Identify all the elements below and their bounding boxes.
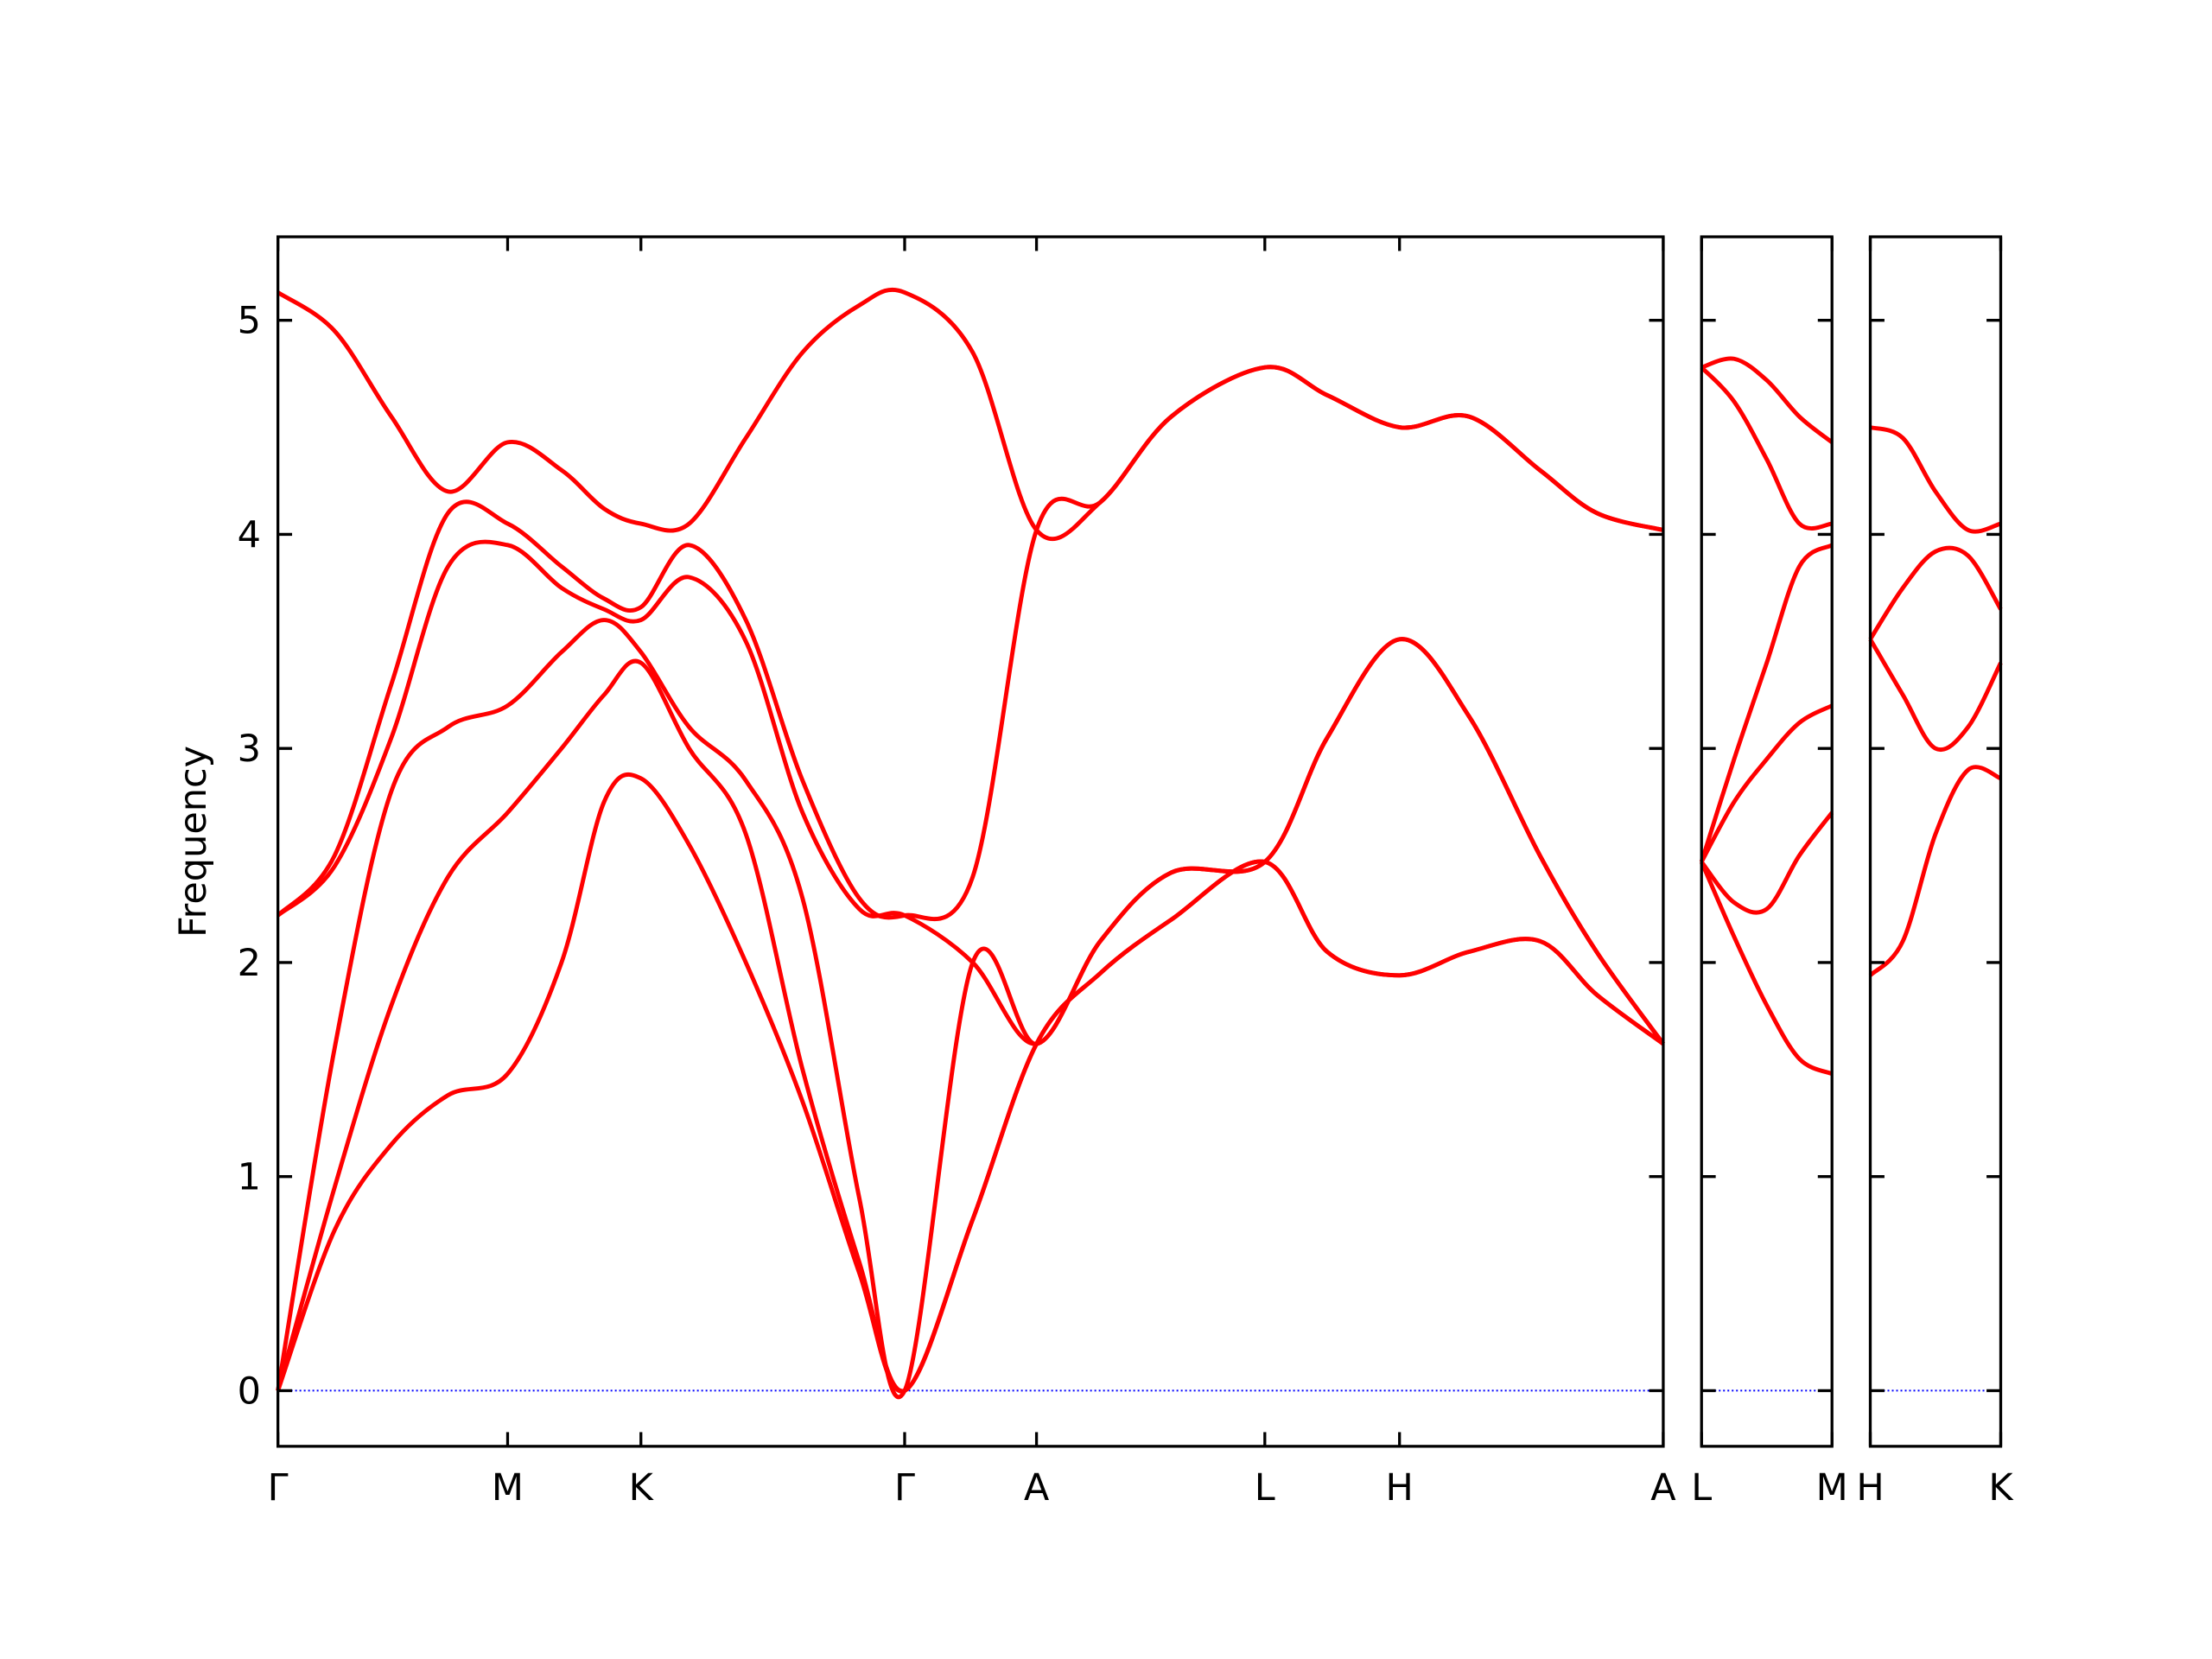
band-line bbox=[1700, 811, 1834, 915]
x-tick-label: K bbox=[629, 1466, 655, 1510]
band-line bbox=[276, 287, 1664, 542]
x-tick-label: M bbox=[1816, 1466, 1848, 1510]
band-line bbox=[1700, 356, 1834, 444]
y-tick-label: 1 bbox=[238, 1156, 261, 1199]
plot-frame bbox=[1700, 235, 1834, 1448]
y-tick-label: 5 bbox=[238, 300, 261, 343]
band-line bbox=[276, 658, 1665, 1394]
plot-frame bbox=[1868, 235, 2003, 1448]
x-tick-label: A bbox=[1650, 1466, 1676, 1510]
x-tick-label: A bbox=[1024, 1466, 1050, 1510]
y-tick-label: 0 bbox=[238, 1370, 261, 1413]
y-tick-label: 4 bbox=[238, 513, 261, 556]
band-line bbox=[1699, 861, 1834, 1077]
band-line bbox=[1868, 638, 2003, 753]
y-axis-label: Frequency bbox=[172, 746, 215, 938]
x-tick-label: Γ bbox=[268, 1466, 289, 1510]
band-line bbox=[1699, 543, 1834, 863]
x-tick-label: L bbox=[1691, 1466, 1712, 1510]
x-tick-label: H bbox=[1856, 1466, 1884, 1510]
band-line bbox=[1868, 765, 2002, 977]
x-tick-label: M bbox=[492, 1466, 524, 1510]
y-tick-label: 2 bbox=[238, 942, 261, 985]
band-line bbox=[1869, 425, 2002, 534]
x-tick-label: K bbox=[1988, 1466, 2014, 1510]
x-tick-label: H bbox=[1386, 1466, 1414, 1510]
x-tick-label: L bbox=[1255, 1466, 1275, 1510]
y-tick-label: 3 bbox=[238, 728, 261, 771]
band-line bbox=[1700, 365, 1833, 531]
x-tick-label: Γ bbox=[894, 1466, 915, 1510]
band-line bbox=[1868, 545, 2003, 641]
plot-frame bbox=[276, 235, 1665, 1448]
band-line bbox=[1700, 703, 1834, 863]
